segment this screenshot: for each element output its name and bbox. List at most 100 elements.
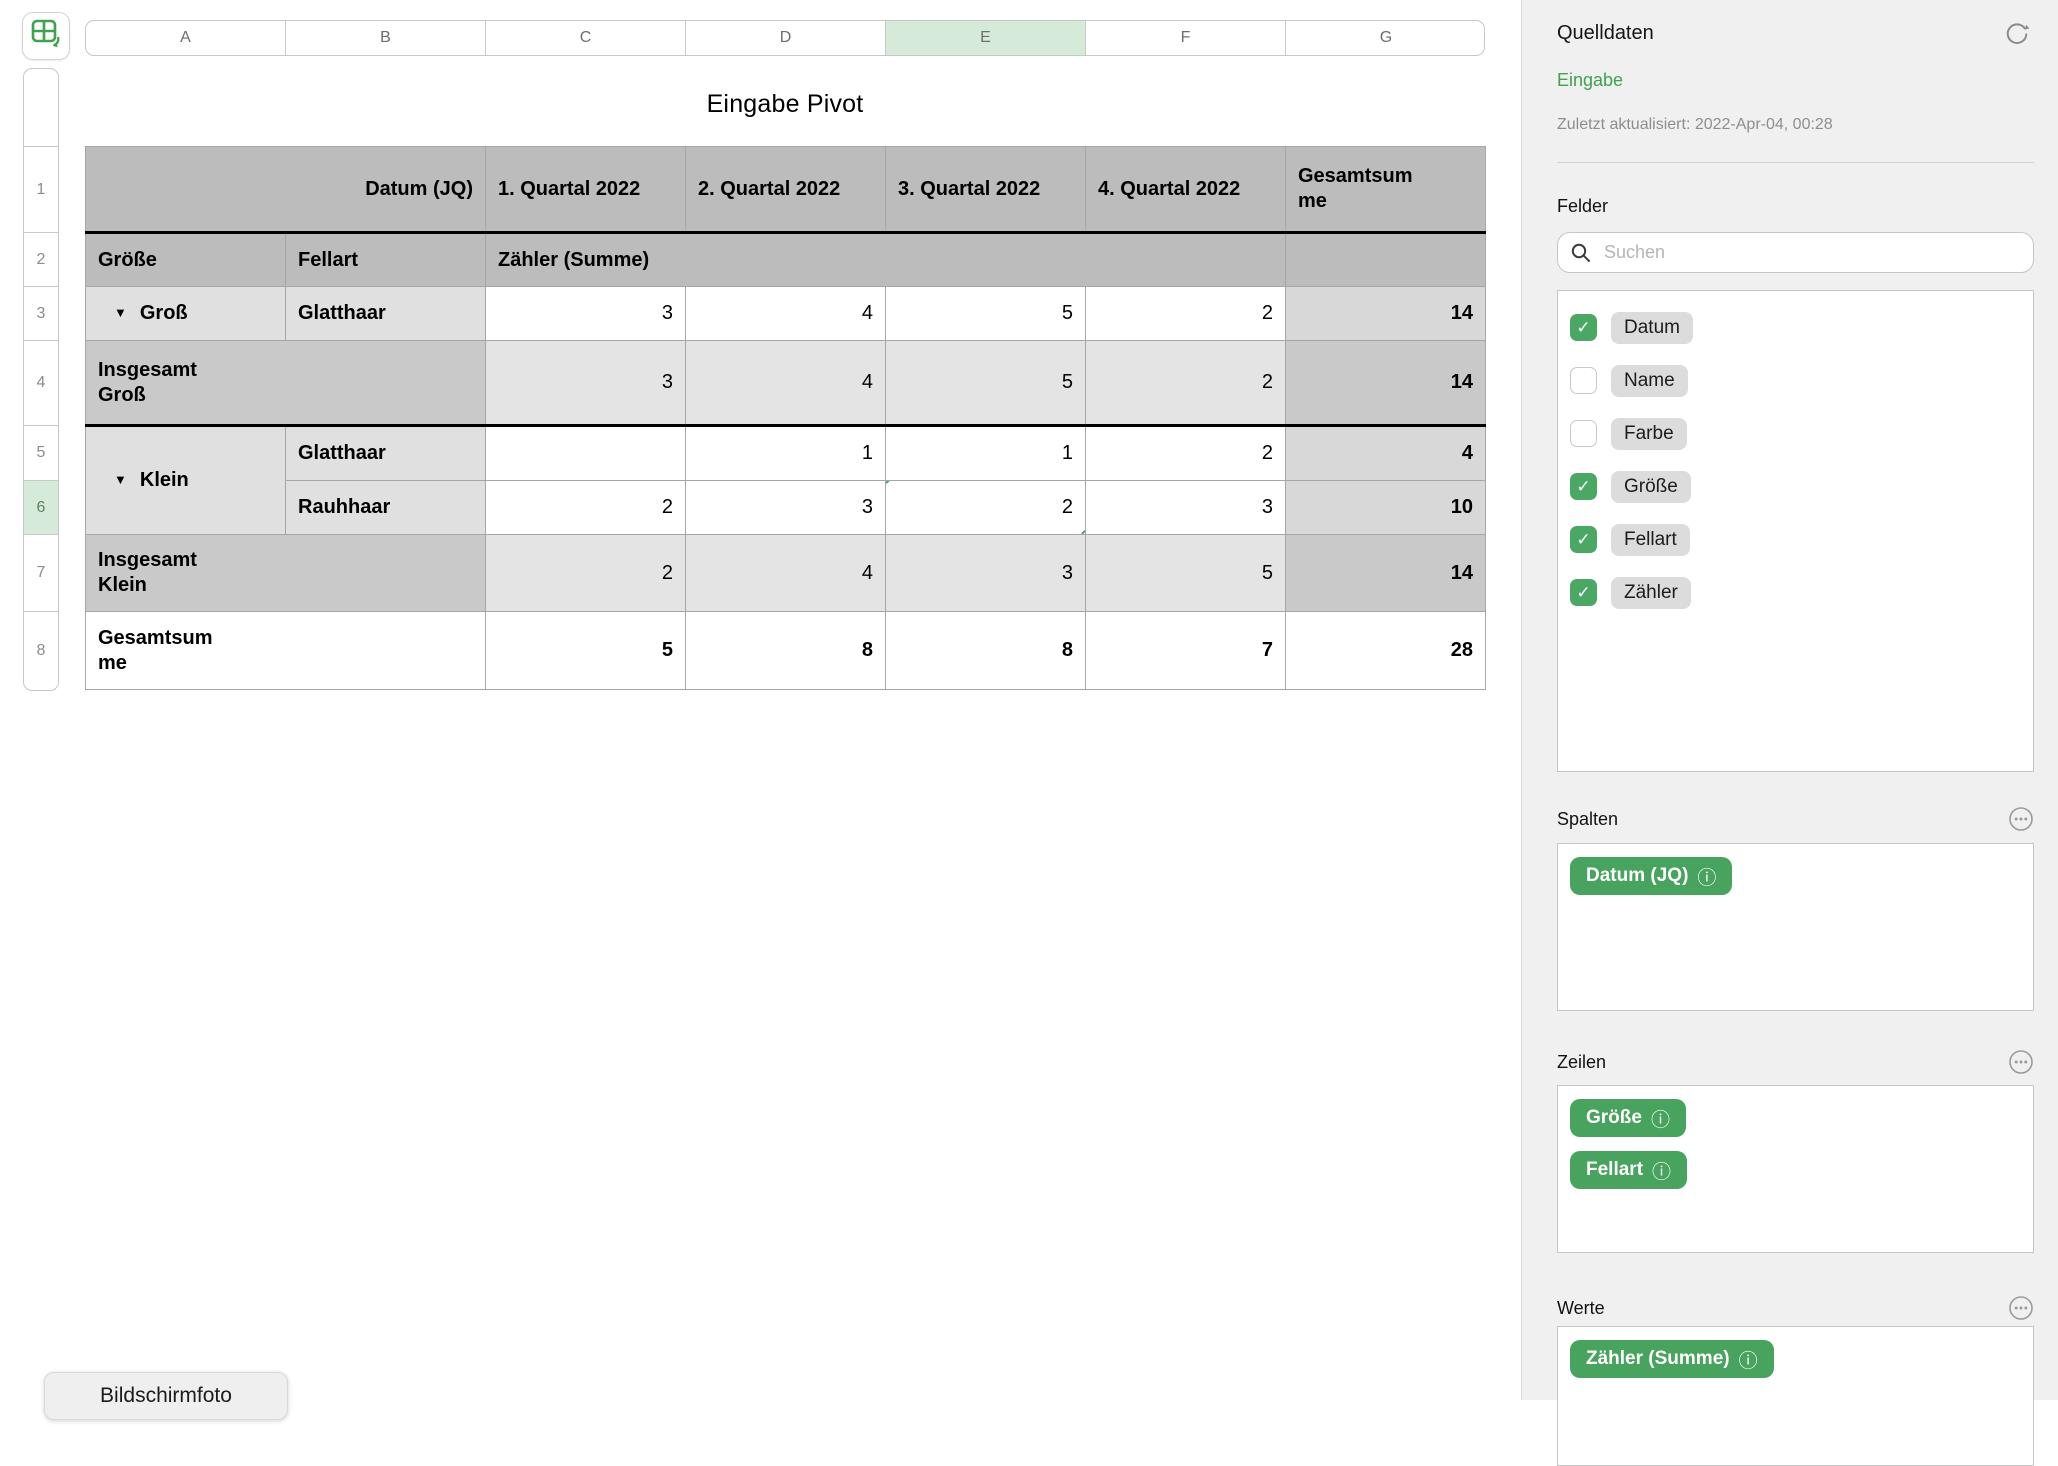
cell-f8[interactable]: 7 (1085, 611, 1286, 690)
cell-e7[interactable]: 3 (885, 534, 1086, 612)
cell-f3[interactable]: 2 (1085, 286, 1286, 341)
cell-e8[interactable]: 8 (885, 611, 1086, 690)
fields-search-box[interactable] (1557, 232, 2034, 273)
info-icon[interactable]: ⓘ (1697, 867, 1717, 889)
row-header-4[interactable]: 4 (24, 341, 58, 426)
screenshot-tab[interactable]: Bildschirmfoto (44, 1372, 288, 1420)
checkbox-name[interactable] (1570, 367, 1597, 394)
cell-klein-glatthaar[interactable]: Glatthaar (285, 425, 486, 481)
row-header-7[interactable]: 7 (24, 535, 58, 612)
cell-gross-glatthaar[interactable]: Glatthaar (285, 286, 486, 341)
cell-d4[interactable]: 4 (685, 340, 886, 427)
cell-insgesamt-gross[interactable]: Insgesamt Groß (85, 340, 486, 427)
cell-insgesamt-klein[interactable]: Insgesamt Klein (85, 534, 486, 612)
pill-zaehler-summe[interactable]: Zähler (Summe) ⓘ (1570, 1340, 1774, 1378)
search-input[interactable] (1602, 241, 2021, 264)
source-table-link[interactable]: Eingabe (1557, 70, 1624, 90)
cell-e6-selected[interactable]: 2 (885, 480, 1086, 535)
cell-q2-header[interactable]: 2. Quartal 2022 (685, 146, 886, 234)
cell-d8[interactable]: 8 (685, 611, 886, 690)
column-header-a[interactable]: A (86, 21, 286, 55)
column-header-g[interactable]: G (1379, 29, 1393, 46)
columns-drop-zone[interactable]: Datum (JQ) ⓘ (1557, 843, 2034, 1011)
cell-q1-header[interactable]: 1. Quartal 2022 (485, 146, 686, 234)
cell-datum-jq[interactable]: Datum (JQ) (85, 146, 486, 234)
rows-options-button[interactable] (2008, 1049, 2034, 1075)
info-icon[interactable]: ⓘ (1652, 1161, 1672, 1183)
cell-e5[interactable]: 1 (885, 425, 1086, 481)
field-pill-farbe[interactable]: Farbe (1611, 417, 1687, 450)
cell-f4[interactable]: 2 (1085, 340, 1286, 427)
checkbox-fellart[interactable] (1570, 526, 1597, 553)
info-icon[interactable]: ⓘ (1650, 1109, 1670, 1131)
cell-g5[interactable]: 4 (1285, 425, 1486, 481)
cell-klein-rauhhaar[interactable]: Rauhhaar (285, 480, 486, 535)
cell-c8[interactable]: 5 (485, 611, 686, 690)
pill-datum-jq[interactable]: Datum (JQ) ⓘ (1570, 857, 1733, 895)
cell-f6[interactable]: 3 (1085, 480, 1286, 535)
cell-c6[interactable]: 2 (485, 480, 686, 535)
selection-handle-top-left[interactable] (886, 481, 890, 484)
cell-d6[interactable]: 3 (685, 480, 886, 535)
selection-handle-bottom-right[interactable] (1081, 530, 1085, 534)
field-pill-datum[interactable]: Datum (1611, 311, 1693, 344)
rows-drop-zone[interactable]: Größe ⓘ Fellart ⓘ (1557, 1085, 2034, 1253)
cell-g6[interactable]: 10 (1285, 480, 1486, 535)
checkbox-zaehler[interactable] (1570, 579, 1597, 606)
values-options-button[interactable] (2008, 1295, 2034, 1321)
cell-q4-header[interactable]: 4. Quartal 2022 (1085, 146, 1286, 234)
column-header-e-selected[interactable]: E (886, 21, 1086, 55)
cell-c5[interactable] (485, 425, 686, 481)
row-header-6-selected[interactable]: 6 (24, 481, 58, 535)
field-pill-zaehler[interactable]: Zähler (1611, 576, 1691, 609)
checkbox-farbe[interactable] (1570, 420, 1597, 447)
pill-fellart[interactable]: Fellart ⓘ (1570, 1151, 1688, 1189)
column-header-b[interactable]: B (286, 21, 486, 55)
cell-f5[interactable]: 2 (1085, 425, 1286, 481)
cell-c4[interactable]: 3 (485, 340, 686, 427)
cell-group-klein[interactable]: ▼ Klein (85, 425, 286, 535)
field-pill-name[interactable]: Name (1611, 364, 1688, 397)
row-header-1[interactable]: 1 (24, 147, 58, 233)
cell-g4[interactable]: 14 (1285, 340, 1486, 427)
column-header-d[interactable]: D (686, 21, 886, 55)
cell-c3[interactable]: 3 (485, 286, 686, 341)
cell-g7[interactable]: 14 (1285, 534, 1486, 612)
cell-fellart-label[interactable]: Fellart (285, 232, 486, 287)
cell-d5[interactable]: 1 (685, 425, 886, 481)
checkbox-datum[interactable] (1570, 314, 1597, 341)
cell-g3[interactable]: 14 (1285, 286, 1486, 341)
cell-q3-header[interactable]: 3. Quartal 2022 (885, 146, 1086, 234)
column-header-c[interactable]: C (486, 21, 686, 55)
refresh-button[interactable] (2003, 20, 2031, 48)
pill-groesse[interactable]: Größe ⓘ (1570, 1099, 1686, 1137)
cell-g8[interactable]: 28 (1285, 611, 1486, 690)
cell-e4[interactable]: 5 (885, 340, 1086, 427)
info-icon[interactable]: ⓘ (1738, 1350, 1758, 1372)
cell-d3[interactable]: 4 (685, 286, 886, 341)
field-pill-groesse[interactable]: Größe (1611, 470, 1691, 503)
cell-d7[interactable]: 4 (685, 534, 886, 612)
cell-gesamtsumme-row[interactable]: Gesamtsumme (85, 611, 486, 690)
table-handle-button[interactable] (22, 12, 70, 60)
pivot-table-title[interactable]: Eingabe Pivot (706, 90, 864, 118)
row-header-spacer[interactable] (24, 69, 58, 147)
row-header-5[interactable]: 5 (24, 426, 58, 481)
row-header-8[interactable]: 8 (36, 642, 46, 659)
values-drop-zone[interactable]: Zähler (Summe) ⓘ (1557, 1326, 2034, 1466)
disclosure-triangle-icon[interactable]: ▼ (114, 472, 127, 487)
cell-c7[interactable]: 2 (485, 534, 686, 612)
cell-e3[interactable]: 5 (885, 286, 1086, 341)
columns-options-button[interactable] (2008, 806, 2034, 832)
cell-groesse-label[interactable]: Größe (85, 232, 286, 287)
cell-zaehler-summe-label[interactable]: Zähler (Summe) (485, 232, 1286, 287)
row-header-3[interactable]: 3 (24, 287, 58, 341)
cell-gesamtsumme-header[interactable]: Gesamtsumme (1285, 146, 1486, 234)
cell-f7[interactable]: 5 (1085, 534, 1286, 612)
column-header-f[interactable]: F (1086, 21, 1286, 55)
cell-empty-header[interactable] (1285, 232, 1486, 287)
row-header-2[interactable]: 2 (24, 233, 58, 287)
field-pill-fellart[interactable]: Fellart (1611, 523, 1690, 556)
disclosure-triangle-icon[interactable]: ▼ (114, 305, 127, 320)
checkbox-groesse[interactable] (1570, 473, 1597, 500)
